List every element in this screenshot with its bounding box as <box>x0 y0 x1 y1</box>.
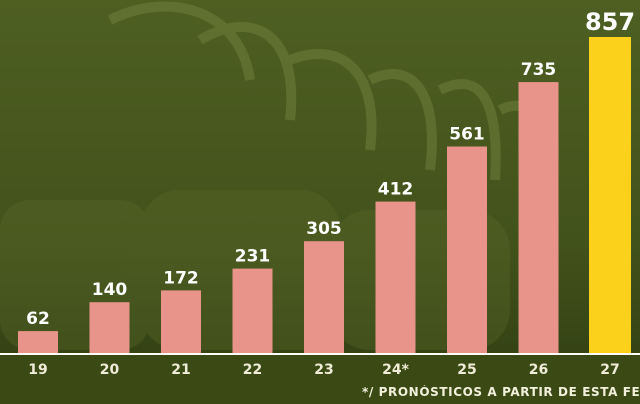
x-tick-21: 21 <box>171 362 190 378</box>
value-label-25: 561 <box>449 125 485 145</box>
x-tick-22: 22 <box>243 362 262 378</box>
bar-24* <box>375 201 416 354</box>
x-tick-20: 20 <box>100 362 120 378</box>
bar-25 <box>447 146 487 354</box>
bar-20 <box>89 302 130 354</box>
bar-22 <box>232 268 273 354</box>
chart-footnote: */ PRONÓSTICOS A PARTIR DE ESTA FECHA <box>362 385 640 399</box>
bar-21 <box>161 290 201 354</box>
bar-23 <box>304 241 344 354</box>
value-label-21: 172 <box>163 268 199 288</box>
x-tick-23: 23 <box>314 362 333 378</box>
x-tick-26: 26 <box>529 362 548 378</box>
value-label-24*: 412 <box>378 180 414 200</box>
value-label-22: 231 <box>235 247 271 267</box>
value-label-20: 140 <box>92 280 128 300</box>
value-label-27: 857 <box>585 8 635 36</box>
value-label-23: 305 <box>306 219 342 239</box>
bar-27 <box>589 37 631 354</box>
value-label-26: 735 <box>521 60 557 80</box>
x-tick-27: 27 <box>600 362 619 378</box>
bar-19 <box>18 331 58 354</box>
value-label-19: 62 <box>26 309 50 329</box>
x-tick-19: 19 <box>28 362 47 378</box>
bar-26 <box>518 82 559 354</box>
x-tick-25: 25 <box>457 362 476 378</box>
x-tick-24*: 24* <box>382 362 409 378</box>
